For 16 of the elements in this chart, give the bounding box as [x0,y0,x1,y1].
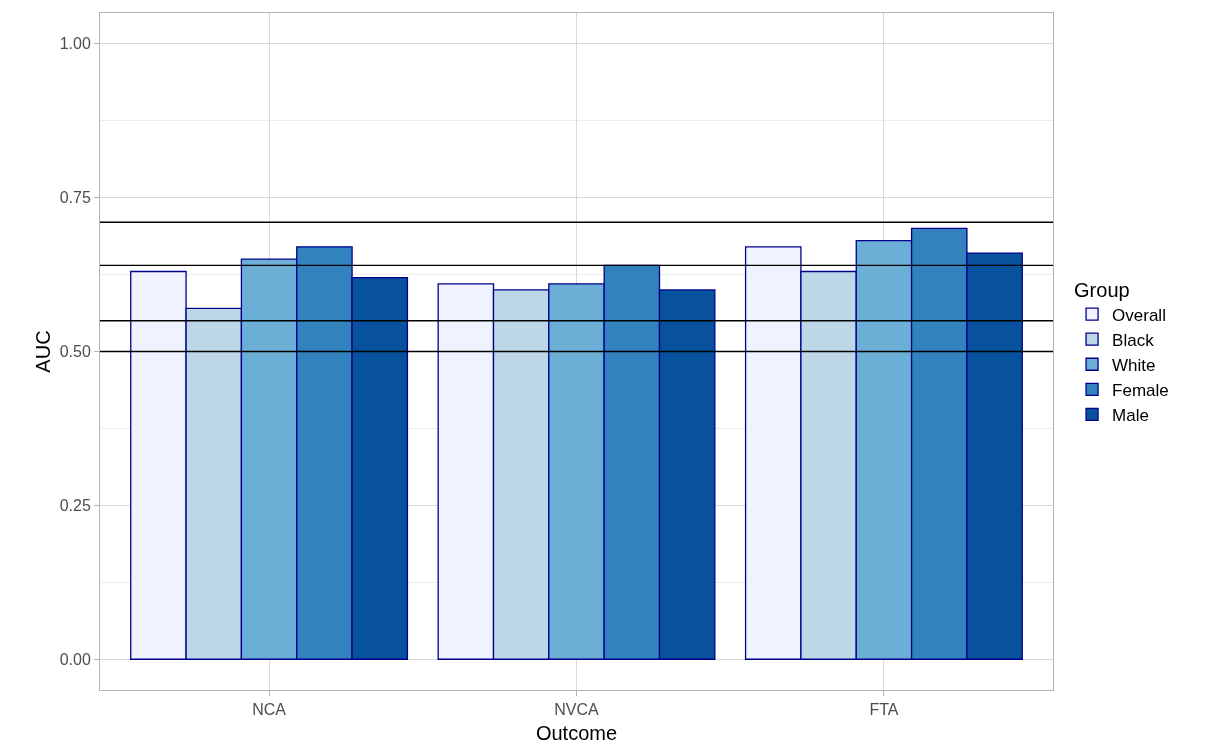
y-tick-label: 0.00 [59,650,91,668]
y-tick-label: 0.25 [59,496,91,514]
y-tick-label: 0.50 [59,343,91,361]
x-tick-label: NVCA [554,701,600,719]
legend-label: Female [1112,380,1169,400]
y-tick-label: 1.00 [59,35,91,53]
x-tick-label: NCA [252,701,287,719]
legend-label: White [1112,355,1156,375]
legend-label: Male [1112,406,1149,426]
x-tick-label: FTA [869,701,899,719]
legend-label: Overall [1112,305,1166,325]
x-axis-title: Outcome [535,721,618,744]
legend-title: Group [1074,278,1130,301]
legend-label: Black [1112,330,1155,350]
y-tick-label: 0.75 [59,189,91,207]
y-axis-title: AUC [32,330,54,373]
